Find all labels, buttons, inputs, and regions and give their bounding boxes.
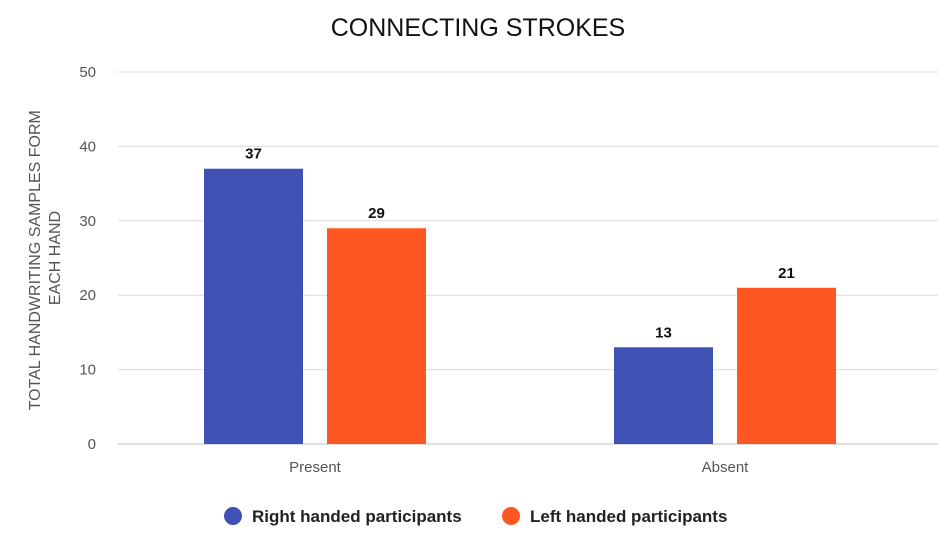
x-category-label: Present	[289, 459, 342, 476]
bar-absent-series-0	[614, 347, 713, 444]
data-label: 29	[368, 205, 385, 222]
bar-present-series-0	[204, 168, 303, 444]
legend-label: Right handed participants	[252, 507, 462, 526]
chart-title: CONNECTING STROKES	[331, 14, 625, 42]
y-tick-label: 0	[88, 436, 96, 453]
x-axis-categories: Present Absent	[289, 459, 749, 476]
data-labels: 37 29 13 21	[245, 146, 795, 342]
legend-swatch-1	[502, 507, 520, 525]
y-axis-label-line-1: TOTAL HANDWRITING SAMPLES FORM	[27, 110, 44, 410]
data-label: 37	[245, 146, 262, 163]
x-category-label: Absent	[702, 459, 750, 476]
data-label: 13	[655, 324, 672, 341]
y-tick-label: 30	[79, 213, 96, 230]
legend-swatch-0	[224, 507, 242, 525]
legend-label: Left handed participants	[530, 507, 727, 526]
data-label: 21	[778, 265, 795, 282]
y-axis-ticks: 0 10 20 30 40 50	[79, 64, 96, 453]
legend: Right handed participants Left handed par…	[224, 507, 727, 526]
y-axis-label: TOTAL HANDWRITING SAMPLES FORM EACH HAND	[27, 106, 64, 411]
y-tick-label: 10	[79, 362, 96, 379]
bar-absent-series-1	[737, 287, 836, 444]
bar-present-series-1	[327, 228, 426, 444]
y-tick-label: 50	[79, 64, 96, 81]
y-tick-label: 40	[79, 138, 96, 155]
bars	[204, 168, 836, 444]
y-tick-label: 20	[79, 287, 96, 304]
y-axis-label-line-2: EACH HAND	[47, 211, 64, 305]
